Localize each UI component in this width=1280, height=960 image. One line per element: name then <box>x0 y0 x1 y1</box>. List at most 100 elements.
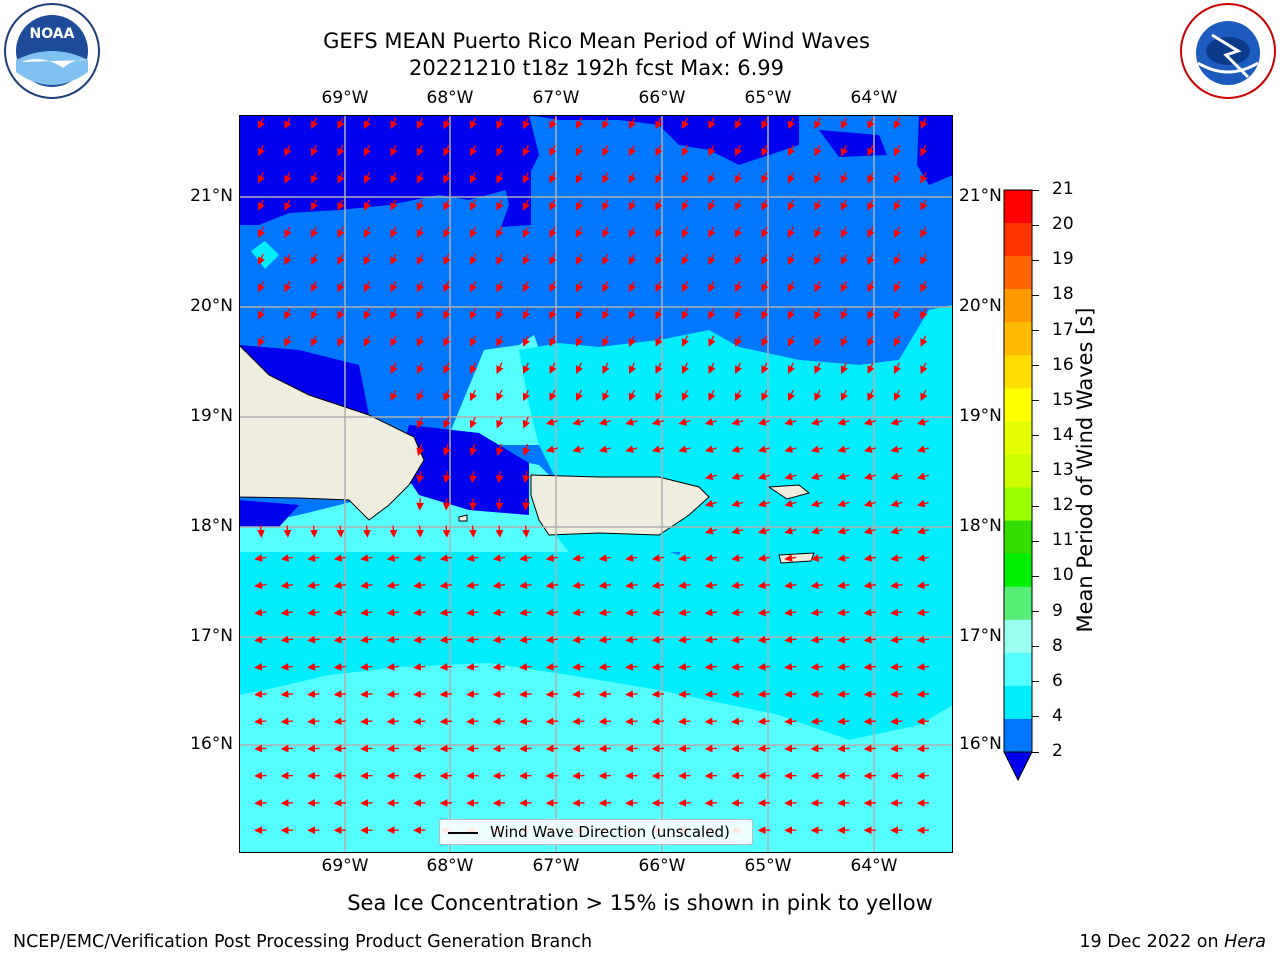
wave-arrow <box>731 554 744 562</box>
wave-arrow <box>575 117 583 130</box>
band-under-2-west <box>239 345 369 415</box>
map-subtitle: 20221210 t18z 192h fcst Max: 6.99 <box>409 56 784 80</box>
wave-arrow <box>708 308 716 320</box>
wave-arrow <box>333 744 347 753</box>
wave-arrow <box>651 608 665 617</box>
wave-arrow <box>681 280 689 293</box>
wave-arrow <box>575 199 583 211</box>
colorbar-tick-label: 11 <box>1052 530 1074 551</box>
wave-arrow <box>863 526 876 535</box>
wave-arrow <box>837 418 850 426</box>
wave-arrow <box>916 663 930 671</box>
wave-arrow <box>337 253 345 266</box>
wave-arrow <box>651 663 665 671</box>
wave-arrow <box>625 635 638 644</box>
wave-arrow <box>920 335 928 347</box>
wave-arrow <box>522 416 530 429</box>
colorbar-tick-mark <box>1032 330 1039 331</box>
wave-arrow <box>867 226 875 238</box>
wave-arrow <box>280 554 293 562</box>
wave-arrow <box>890 663 903 671</box>
wave-arrow <box>519 663 532 671</box>
wave-arrow <box>360 690 373 699</box>
wave-arrow <box>708 335 716 347</box>
wave-arrow <box>734 280 742 293</box>
wave-arrow <box>681 199 689 211</box>
wave-arrow <box>890 445 903 453</box>
wave-arrow <box>651 418 664 426</box>
wave-arrow <box>628 308 636 320</box>
wave-arrow <box>731 472 744 481</box>
band-under-2-pr-west <box>239 500 299 527</box>
wave-arrow <box>257 199 265 211</box>
wave-arrow <box>761 280 769 293</box>
wave-arrow <box>840 226 848 238</box>
wave-arrow <box>761 226 769 238</box>
wave-arrow <box>575 362 583 374</box>
wave-arrow <box>469 199 477 211</box>
wave-arrow <box>307 690 320 699</box>
colorbar-tick-mark <box>1032 575 1039 577</box>
wave-arrow <box>757 717 771 726</box>
wave-arrow <box>575 280 583 293</box>
wave-arrow <box>731 717 744 726</box>
wave-arrow <box>337 308 345 320</box>
wave-arrow <box>310 117 318 130</box>
wave-arrow <box>333 581 347 590</box>
wave-arrow <box>916 635 930 644</box>
lon-tick-bottom: 66°W <box>638 856 686 876</box>
wave-arrow <box>916 581 930 590</box>
colorbar <box>1003 189 1033 782</box>
wave-arrow <box>254 663 267 671</box>
wave-arrow <box>443 226 451 238</box>
wave-arrow <box>837 499 850 508</box>
wave-arrow <box>704 744 718 753</box>
lon-tick-bottom: 65°W <box>744 856 792 876</box>
wave-arrow <box>731 526 744 535</box>
wave-arrow <box>284 144 292 157</box>
colorbar-tick-mark <box>1032 470 1039 472</box>
wave-arrow <box>651 554 664 562</box>
wave-arrow <box>363 280 371 293</box>
wave-arrow <box>549 117 557 130</box>
wave-arrow <box>495 471 504 484</box>
wave-arrow <box>761 253 769 266</box>
wave-arrow <box>307 635 320 644</box>
lat-tick-right: 16°N <box>959 734 1002 754</box>
wave-arrow <box>810 663 824 671</box>
lat-tick-right: 19°N <box>959 406 1002 426</box>
mona-island <box>458 514 468 522</box>
wave-arrow <box>916 554 929 562</box>
wave-arrow <box>731 445 744 453</box>
wave-arrow <box>814 199 822 211</box>
wave-arrow <box>681 117 689 130</box>
wave-arrow <box>598 608 612 617</box>
wave-arrow <box>572 663 585 671</box>
wave-arrow <box>863 744 877 753</box>
wave-arrow <box>469 362 477 374</box>
wave-arrow <box>549 280 557 293</box>
lat-tick-left: 19°N <box>190 406 233 426</box>
wave-arrow <box>519 717 532 726</box>
lat-tick-left: 21°N <box>190 186 233 206</box>
wave-arrow <box>443 335 451 347</box>
wave-arrow <box>810 608 824 617</box>
wave-arrow <box>734 172 742 184</box>
wave-arrow <box>492 608 506 617</box>
wave-arrow <box>416 498 424 511</box>
wave-arrow <box>761 308 769 320</box>
wave-arrow <box>496 144 504 157</box>
wave-arrow <box>280 635 294 644</box>
wave-arrow <box>572 445 585 453</box>
wave-arrow <box>761 172 769 184</box>
wave-arrow <box>469 498 477 511</box>
wave-arrow <box>390 389 398 402</box>
wave-arrow <box>787 362 795 374</box>
wave-arrow <box>519 635 532 644</box>
wave-arrow <box>545 635 559 644</box>
wave-arrow <box>837 635 850 644</box>
band-under-2-ne <box>529 115 799 165</box>
wave-arrow <box>734 389 742 402</box>
map-frame <box>239 115 953 853</box>
wave-arrow <box>810 554 823 562</box>
